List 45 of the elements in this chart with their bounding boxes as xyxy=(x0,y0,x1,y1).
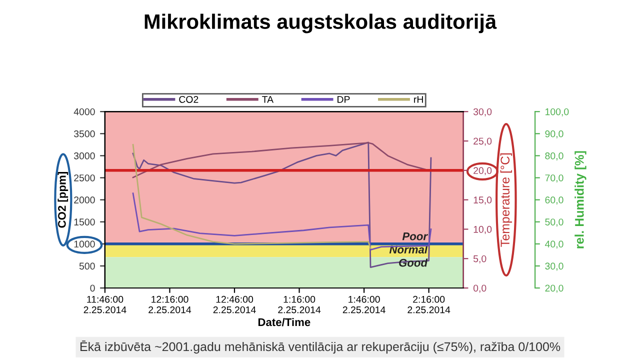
x-tick-label: 12:46:00 2.25.2014 xyxy=(213,296,256,314)
x-axis-title: Date/Time xyxy=(258,318,310,326)
x-tick-label: 11:46:00 2.25.2014 xyxy=(84,296,126,314)
y-tick-label: 1000 xyxy=(74,240,95,248)
x-tick-label: 2:16:00 2.25.2014 xyxy=(408,296,450,314)
y-tick-label: 0 xyxy=(90,284,95,292)
y2-tick-label: 30,0 xyxy=(473,108,492,116)
y-tick-label: 1500 xyxy=(74,218,95,226)
y2-tick-label: 15,0 xyxy=(474,196,492,205)
x-tick-label: 1:16:00 2.25.2014 xyxy=(278,296,321,314)
band-label: Poor xyxy=(402,232,428,240)
y3-tick-label: 60,0 xyxy=(545,196,564,205)
y3-axis-title: rel. Humidity [%] xyxy=(574,151,586,248)
y-tick-label: 2500 xyxy=(74,174,95,182)
legend-label: rH xyxy=(414,96,423,103)
legend-label: CO2 xyxy=(179,96,198,103)
y3-tick-label: 70,0 xyxy=(545,174,564,183)
text: Ēkā izbūvēta ~2001.gadu mehāniskā ventilācija ar rekuperāciju (≤75%), ražība 0/100% xyxy=(80,340,560,354)
y-tick-label: 500 xyxy=(79,262,95,270)
y2-tick-label: 0,0 xyxy=(473,284,486,293)
y-tick-label: 3000 xyxy=(74,152,95,160)
legend-label: DP xyxy=(338,96,350,103)
x-tick-label: 1:46:00 2.25.2014 xyxy=(342,296,386,314)
chart-title: Mikroklimats augstskolas auditorijā xyxy=(144,14,497,34)
y2-tick-label: 25,0 xyxy=(474,138,492,146)
band-label: Normal xyxy=(389,245,428,254)
y3-tick-label: 40,0 xyxy=(544,240,564,249)
y2-tick-label: 5,0 xyxy=(473,255,486,264)
y3-tick-label: 50,0 xyxy=(545,218,564,227)
y-tick-label: 3500 xyxy=(74,130,95,138)
y2-axis-title: Temperature [°C] xyxy=(500,153,512,247)
legend-label: TA xyxy=(262,96,274,103)
x-tick-label: 12:16:00 2.25.2014 xyxy=(148,296,192,314)
y3-tick-label: 20,0 xyxy=(545,284,564,293)
line-series xyxy=(132,144,372,250)
y3-tick-label: 100,0 xyxy=(546,108,569,116)
y2-tick-label: 10,0 xyxy=(474,226,492,234)
y3-tick-label: 30,0 xyxy=(545,262,564,271)
y-tick-label: 4000 xyxy=(74,108,95,116)
line-series xyxy=(132,142,432,268)
y2-tick-label: 20,0 xyxy=(474,167,492,176)
y3-tick-label: 90,0 xyxy=(545,130,564,138)
y-axis-title: CO2 [ppm] xyxy=(58,172,68,228)
y3-tick-label: 80,0 xyxy=(545,152,564,160)
y-tick-label: 2000 xyxy=(74,196,95,204)
